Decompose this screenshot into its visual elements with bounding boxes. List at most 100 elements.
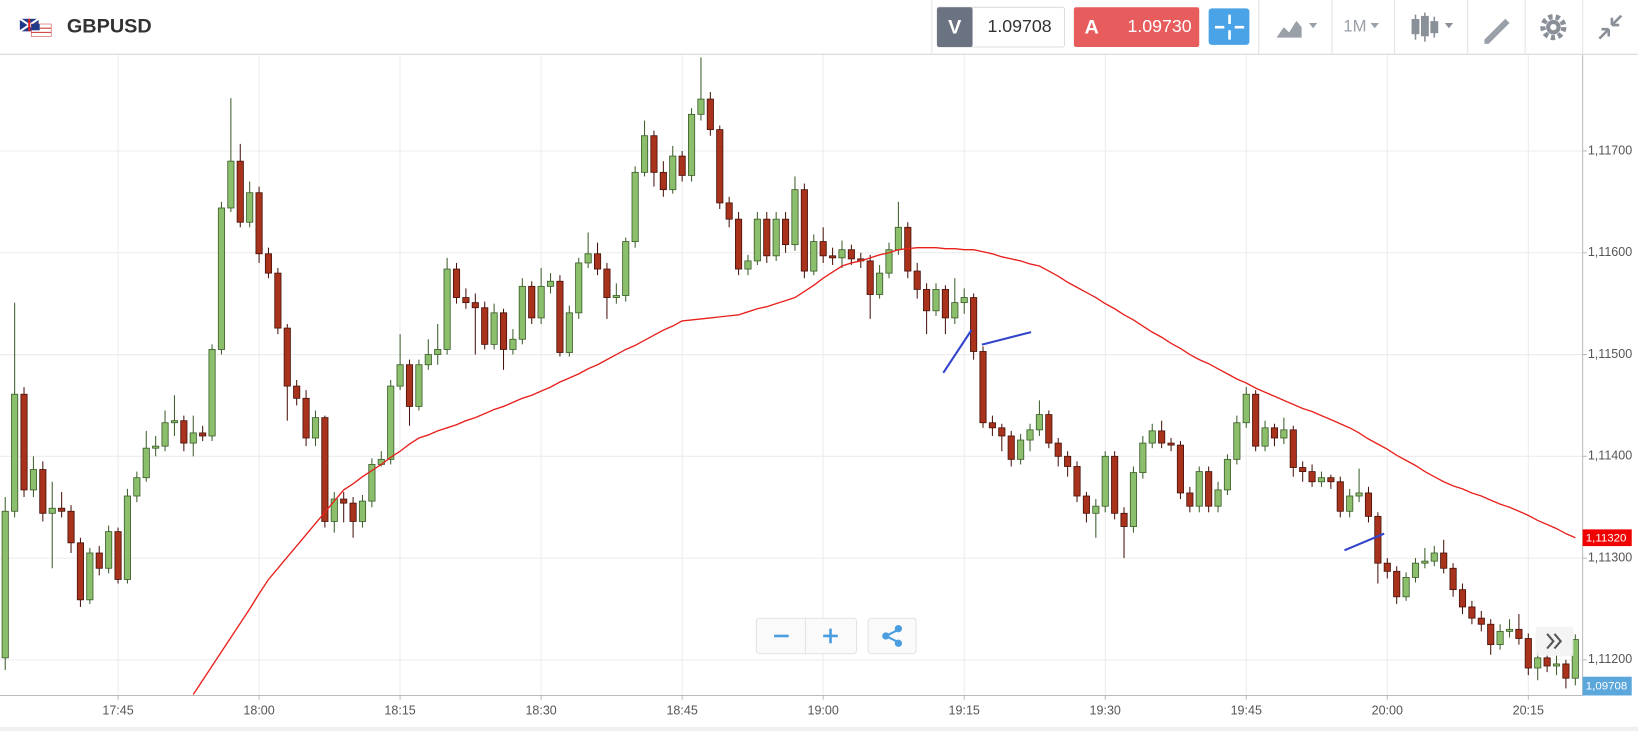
candle-body bbox=[387, 385, 395, 460]
candle-body bbox=[452, 268, 461, 298]
candle-body bbox=[1233, 422, 1241, 460]
candle-body bbox=[650, 135, 658, 173]
candle-body bbox=[199, 432, 207, 437]
candle-body bbox=[1487, 623, 1495, 646]
candle-body bbox=[1440, 552, 1448, 569]
candle-body bbox=[246, 192, 254, 223]
price-tag-label: 1,11320 bbox=[1586, 532, 1627, 544]
candle-body bbox=[1317, 477, 1326, 483]
candle-body bbox=[29, 469, 37, 491]
bottom-strip bbox=[0, 726, 1638, 731]
candle-body bbox=[1421, 560, 1429, 564]
candle-body bbox=[791, 189, 799, 246]
scroll-to-end-button[interactable] bbox=[1535, 626, 1574, 656]
candle-body bbox=[622, 241, 630, 296]
candle-body bbox=[1223, 458, 1232, 491]
trend-line[interactable] bbox=[981, 331, 1032, 346]
candle-body bbox=[838, 249, 846, 259]
candle-body bbox=[1054, 442, 1062, 457]
candle-body bbox=[1458, 589, 1467, 608]
y-tick-label: 1,11400 bbox=[1588, 449, 1632, 463]
candle-body bbox=[659, 171, 667, 191]
candle-body bbox=[443, 268, 451, 350]
y-tick-label: 1,11300 bbox=[1588, 550, 1632, 564]
buy-button[interactable]: A 1.09730 bbox=[1073, 7, 1200, 47]
candle-body bbox=[1214, 489, 1222, 507]
crosshair-button[interactable] bbox=[1208, 8, 1250, 45]
candle-body bbox=[1308, 471, 1316, 483]
y-tick-label: 1,11600 bbox=[1588, 245, 1632, 259]
candle-body bbox=[1176, 444, 1184, 494]
candle-body bbox=[95, 552, 103, 569]
candle-body bbox=[1101, 455, 1109, 507]
candle-body bbox=[735, 218, 743, 270]
candle-body bbox=[340, 498, 348, 504]
candle-body bbox=[1007, 435, 1015, 460]
candle-body bbox=[1045, 414, 1053, 444]
candle-body bbox=[528, 285, 536, 319]
candle-body bbox=[1280, 429, 1288, 439]
zoom-controls bbox=[755, 617, 917, 655]
buy-price: 1.09730 bbox=[1127, 16, 1191, 36]
candle-body bbox=[293, 385, 301, 399]
candle-body bbox=[753, 218, 761, 262]
sell-button[interactable]: V 1.09708 bbox=[936, 6, 1066, 48]
candle-body bbox=[1515, 628, 1523, 639]
candle-body bbox=[565, 312, 573, 353]
candle-body bbox=[782, 218, 790, 246]
moving-average-layer bbox=[192, 246, 1576, 695]
candle-body bbox=[1270, 427, 1279, 439]
grid bbox=[0, 54, 1583, 696]
candle-body bbox=[283, 327, 291, 387]
candle-body bbox=[1571, 639, 1579, 679]
candle-body bbox=[960, 297, 968, 304]
candle-body bbox=[1158, 430, 1166, 444]
collapse-button[interactable] bbox=[1598, 14, 1623, 40]
trend-line[interactable] bbox=[942, 329, 973, 374]
candle-body bbox=[556, 280, 564, 353]
candle-body bbox=[39, 469, 47, 514]
zoom-in-button[interactable] bbox=[823, 628, 838, 644]
bid-tag bbox=[1582, 676, 1632, 696]
candle-body bbox=[612, 295, 620, 298]
settings-button[interactable] bbox=[1540, 14, 1567, 41]
x-tick-label: 19:00 bbox=[808, 703, 839, 717]
sell-price: 1.09708 bbox=[987, 16, 1051, 36]
candle-body bbox=[1299, 467, 1307, 473]
x-tick-label: 19:15 bbox=[949, 703, 980, 717]
candle-body bbox=[913, 270, 921, 290]
drawings bbox=[942, 329, 1385, 552]
candle-body bbox=[1252, 393, 1260, 447]
candle-body bbox=[772, 218, 780, 257]
axes: 1,11200 1,11300 1,11400 1,11500 1,11600 1,117… bbox=[102, 143, 1632, 717]
candle-body bbox=[1148, 430, 1156, 444]
candle-body bbox=[1411, 562, 1420, 578]
candle-body bbox=[1543, 657, 1551, 667]
candle-body bbox=[716, 129, 724, 204]
candle-body bbox=[236, 160, 244, 223]
buy-label: A bbox=[1084, 16, 1098, 38]
candle-body bbox=[1383, 562, 1391, 572]
candle-body bbox=[678, 155, 686, 176]
candle-body bbox=[603, 268, 611, 298]
candle-body bbox=[932, 288, 940, 312]
candle-body bbox=[415, 364, 423, 407]
chart-type-button[interactable] bbox=[1276, 20, 1318, 38]
trend-line[interactable] bbox=[1344, 532, 1385, 552]
candle-type-button[interactable] bbox=[1411, 12, 1454, 42]
timeframe[interactable]: 1M bbox=[1343, 17, 1366, 36]
candle-body bbox=[349, 502, 357, 522]
candle-body bbox=[189, 432, 197, 444]
candle-body bbox=[584, 253, 592, 264]
toolbar bbox=[0, 0, 1638, 55]
candle-body bbox=[518, 285, 526, 340]
candle-body bbox=[819, 241, 827, 257]
candle-body bbox=[424, 354, 432, 366]
candle-body bbox=[1336, 481, 1344, 512]
x-tick-label: 19:45 bbox=[1231, 703, 1262, 717]
candle-body bbox=[396, 364, 404, 387]
share-button[interactable] bbox=[867, 617, 917, 655]
draw-button[interactable] bbox=[1484, 18, 1510, 44]
candle-body bbox=[462, 297, 470, 304]
